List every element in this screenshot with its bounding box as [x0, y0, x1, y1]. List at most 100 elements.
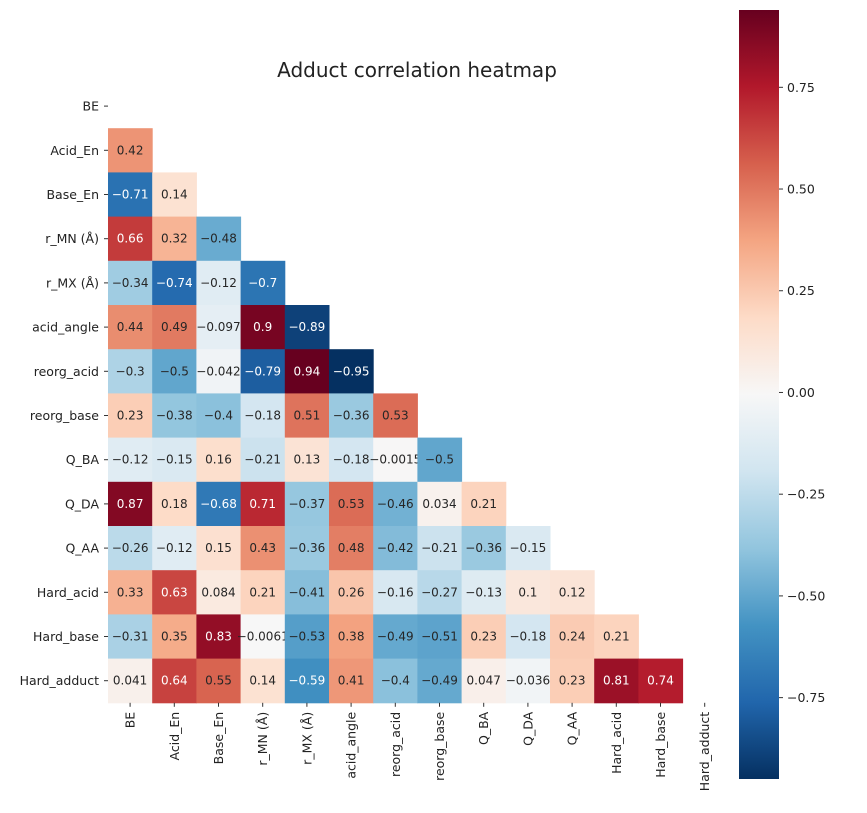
- cell-value-label: 0.16: [205, 453, 232, 467]
- cell-value-label: −0.46: [377, 497, 414, 511]
- cell-value-label: 0.034: [422, 497, 456, 511]
- heatmap-cell: [373, 526, 418, 571]
- cell-value-label: 0.49: [161, 320, 188, 334]
- x-axis-labels: BE Acid_En Base_En r_MN (Å) r_MX (Å) acid_ang…: [123, 702, 712, 791]
- cell-value-label: −0.68: [200, 497, 237, 511]
- cell-value-label: −0.42: [377, 541, 414, 555]
- cell-value-label: 0.23: [470, 630, 497, 644]
- y-tick-label: Base_En: [46, 187, 99, 202]
- heatmap-cell: [550, 614, 595, 660]
- cell-value-label: −0.18: [510, 630, 547, 644]
- x-tick-label: Q_BA: [476, 711, 491, 745]
- cell-value-label: −0.12: [200, 276, 237, 290]
- heatmap-cell: [152, 305, 197, 350]
- cell-value-label: 0.33: [117, 585, 144, 599]
- heatmap-cell: [505, 526, 551, 571]
- heatmap-cell: [284, 349, 330, 394]
- y-tick-label: BE: [83, 99, 100, 114]
- heatmap-cell: [417, 526, 463, 571]
- heatmap-cell: [505, 658, 551, 704]
- heatmap-cell: [196, 481, 242, 527]
- x-tick-label: reorg_acid: [388, 712, 403, 777]
- cell-value-label: 0.041: [113, 674, 147, 688]
- heatmap-cell: [284, 526, 330, 571]
- heatmap-cell: [373, 570, 418, 615]
- cell-value-label: −0.51: [421, 630, 458, 644]
- colorbar-tick-label: 0.25: [787, 283, 815, 298]
- heatmap-cell: [196, 658, 242, 704]
- heatmap-cell: [152, 481, 197, 527]
- heatmap-cell: [284, 393, 330, 439]
- cell-value-label: 0.83: [205, 630, 232, 644]
- cell-value-label: 0.21: [249, 585, 276, 599]
- cell-value-label: 0.24: [559, 630, 586, 644]
- cell-value-label: 0.43: [249, 541, 276, 555]
- heatmap-cell: [329, 526, 374, 571]
- cell-value-label: −0.48: [200, 232, 237, 246]
- cell-value-label: 0.55: [205, 674, 232, 688]
- cell-value-label: −0.95: [333, 364, 370, 378]
- heatmap-cell: [373, 481, 418, 527]
- cell-value-label: 0.15: [205, 541, 232, 555]
- cell-value-label: −0.31: [112, 630, 149, 644]
- heatmap-cell: [284, 658, 330, 704]
- cell-value-label: 0.51: [294, 409, 321, 423]
- cell-value-label: 0.42: [117, 143, 144, 157]
- cell-value-label: 0.21: [470, 497, 497, 511]
- heatmap-cell: [373, 658, 418, 704]
- heatmap-cells: 0.42 −0.71 0.14 0.66 0.32 −0.48 −0.34 −0.74 −0.1…: [108, 128, 684, 704]
- heatmap-cell: [108, 260, 153, 306]
- colorbar: [739, 10, 779, 779]
- cell-value-label: −0.7: [248, 276, 277, 290]
- cell-value-label: −0.79: [244, 364, 281, 378]
- heatmap-cell: [196, 216, 242, 262]
- cell-value-label: −0.5: [160, 364, 189, 378]
- cell-value-label: −0.15: [510, 541, 547, 555]
- cell-value-label: −0.53: [289, 630, 326, 644]
- heatmap-cell: [108, 349, 153, 394]
- cell-value-label: −0.18: [244, 409, 281, 423]
- heatmap-cell: [240, 305, 286, 350]
- heatmap-cell: [152, 260, 197, 306]
- heatmap-cell: [240, 526, 286, 571]
- cell-value-label: 0.13: [294, 453, 321, 467]
- cell-value-label: −0.27: [421, 585, 458, 599]
- heatmap-cell: [108, 526, 153, 571]
- cell-value-label: 0.1: [518, 585, 537, 599]
- cell-value-label: −0.37: [289, 497, 326, 511]
- heatmap-cell: [152, 658, 197, 704]
- cell-value-label: −0.38: [156, 409, 193, 423]
- heatmap-cell: [329, 658, 374, 704]
- cell-value-label: −0.4: [381, 674, 410, 688]
- heatmap-cell: [284, 570, 330, 615]
- heatmap-cell: [108, 437, 153, 483]
- colorbar-tick-label: 0.00: [787, 385, 815, 400]
- heatmap-cell: [505, 570, 551, 615]
- heatmap-cell: [329, 481, 374, 527]
- heatmap-cell: [329, 349, 374, 394]
- heatmap-cell: [461, 481, 507, 527]
- x-tick-label: Hard_acid: [609, 712, 624, 774]
- cell-value-label: 0.63: [161, 585, 188, 599]
- heatmap-cell: [329, 614, 374, 660]
- heatmap-cell: [373, 614, 418, 660]
- heatmap-cell: [417, 614, 463, 660]
- y-tick-label: r_MX (Å): [46, 275, 99, 290]
- cell-value-label: −0.71: [112, 188, 149, 202]
- heatmap-cell: [240, 570, 286, 615]
- heatmap-cell: [152, 570, 197, 615]
- x-tick-label: Hard_base: [653, 711, 668, 777]
- colorbar-tick-label: −0.25: [787, 487, 825, 502]
- colorbar-tick-label: 0.50: [787, 182, 815, 197]
- heatmap-cell: [152, 526, 197, 571]
- cell-value-label: −0.12: [112, 453, 149, 467]
- colorbar-tick-label: −0.50: [787, 588, 825, 603]
- cell-value-label: 0.047: [467, 674, 501, 688]
- cell-value-label: −0.0015: [369, 453, 421, 467]
- y-tick-label: Hard_base: [33, 629, 99, 644]
- cell-value-label: −0.74: [156, 276, 193, 290]
- heatmap-cell: [108, 305, 153, 350]
- heatmap-cell: [594, 614, 639, 660]
- heatmap-cell: [152, 393, 197, 439]
- heatmap-cell: [196, 305, 242, 350]
